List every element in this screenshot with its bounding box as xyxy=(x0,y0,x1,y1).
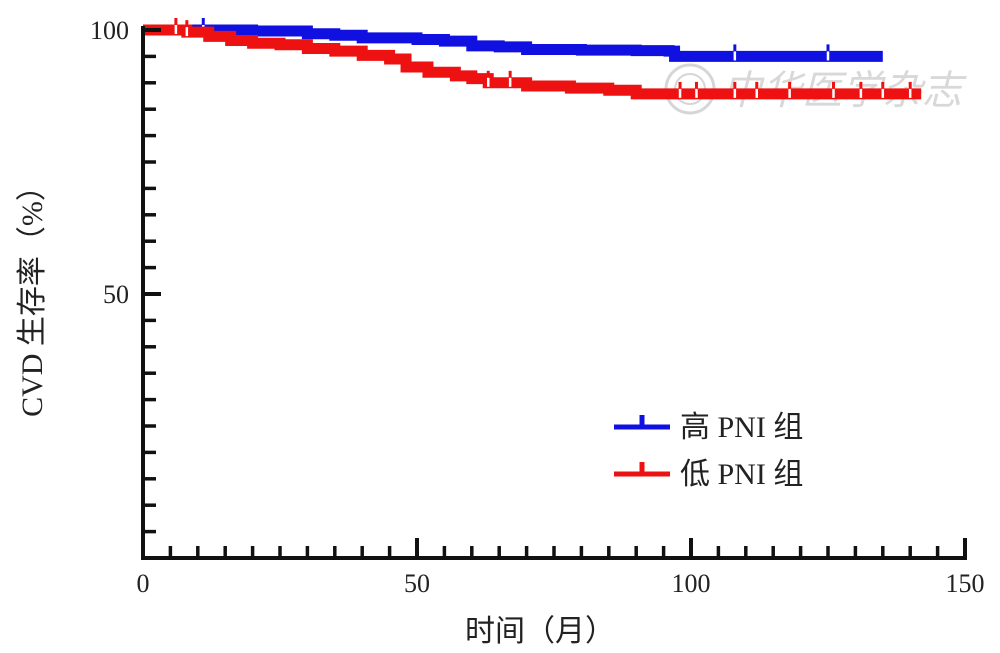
axes: 0 50 100 150 50 100 xyxy=(90,16,985,598)
x-axis-title: 时间（月） xyxy=(465,615,615,648)
x-tick-label: 100 xyxy=(672,569,711,598)
x-tick-label: 50 xyxy=(404,569,430,598)
series-high-pni xyxy=(143,18,883,62)
legend-label: 低 PNI 组 xyxy=(680,458,803,491)
x-tick-label: 0 xyxy=(137,569,150,598)
legend: 高 PNI 组低 PNI 组 xyxy=(614,411,803,491)
y-tick-label: 100 xyxy=(90,16,129,45)
x-tick-label: 150 xyxy=(946,569,985,598)
y-axis-title: CVD 生存率（%） xyxy=(16,171,49,417)
series-line xyxy=(143,24,922,100)
y-tick-label: 50 xyxy=(103,280,129,309)
legend-label: 高 PNI 组 xyxy=(680,411,803,444)
series-layer xyxy=(143,18,922,100)
series-line xyxy=(143,24,883,62)
series-low-pni xyxy=(143,18,922,100)
